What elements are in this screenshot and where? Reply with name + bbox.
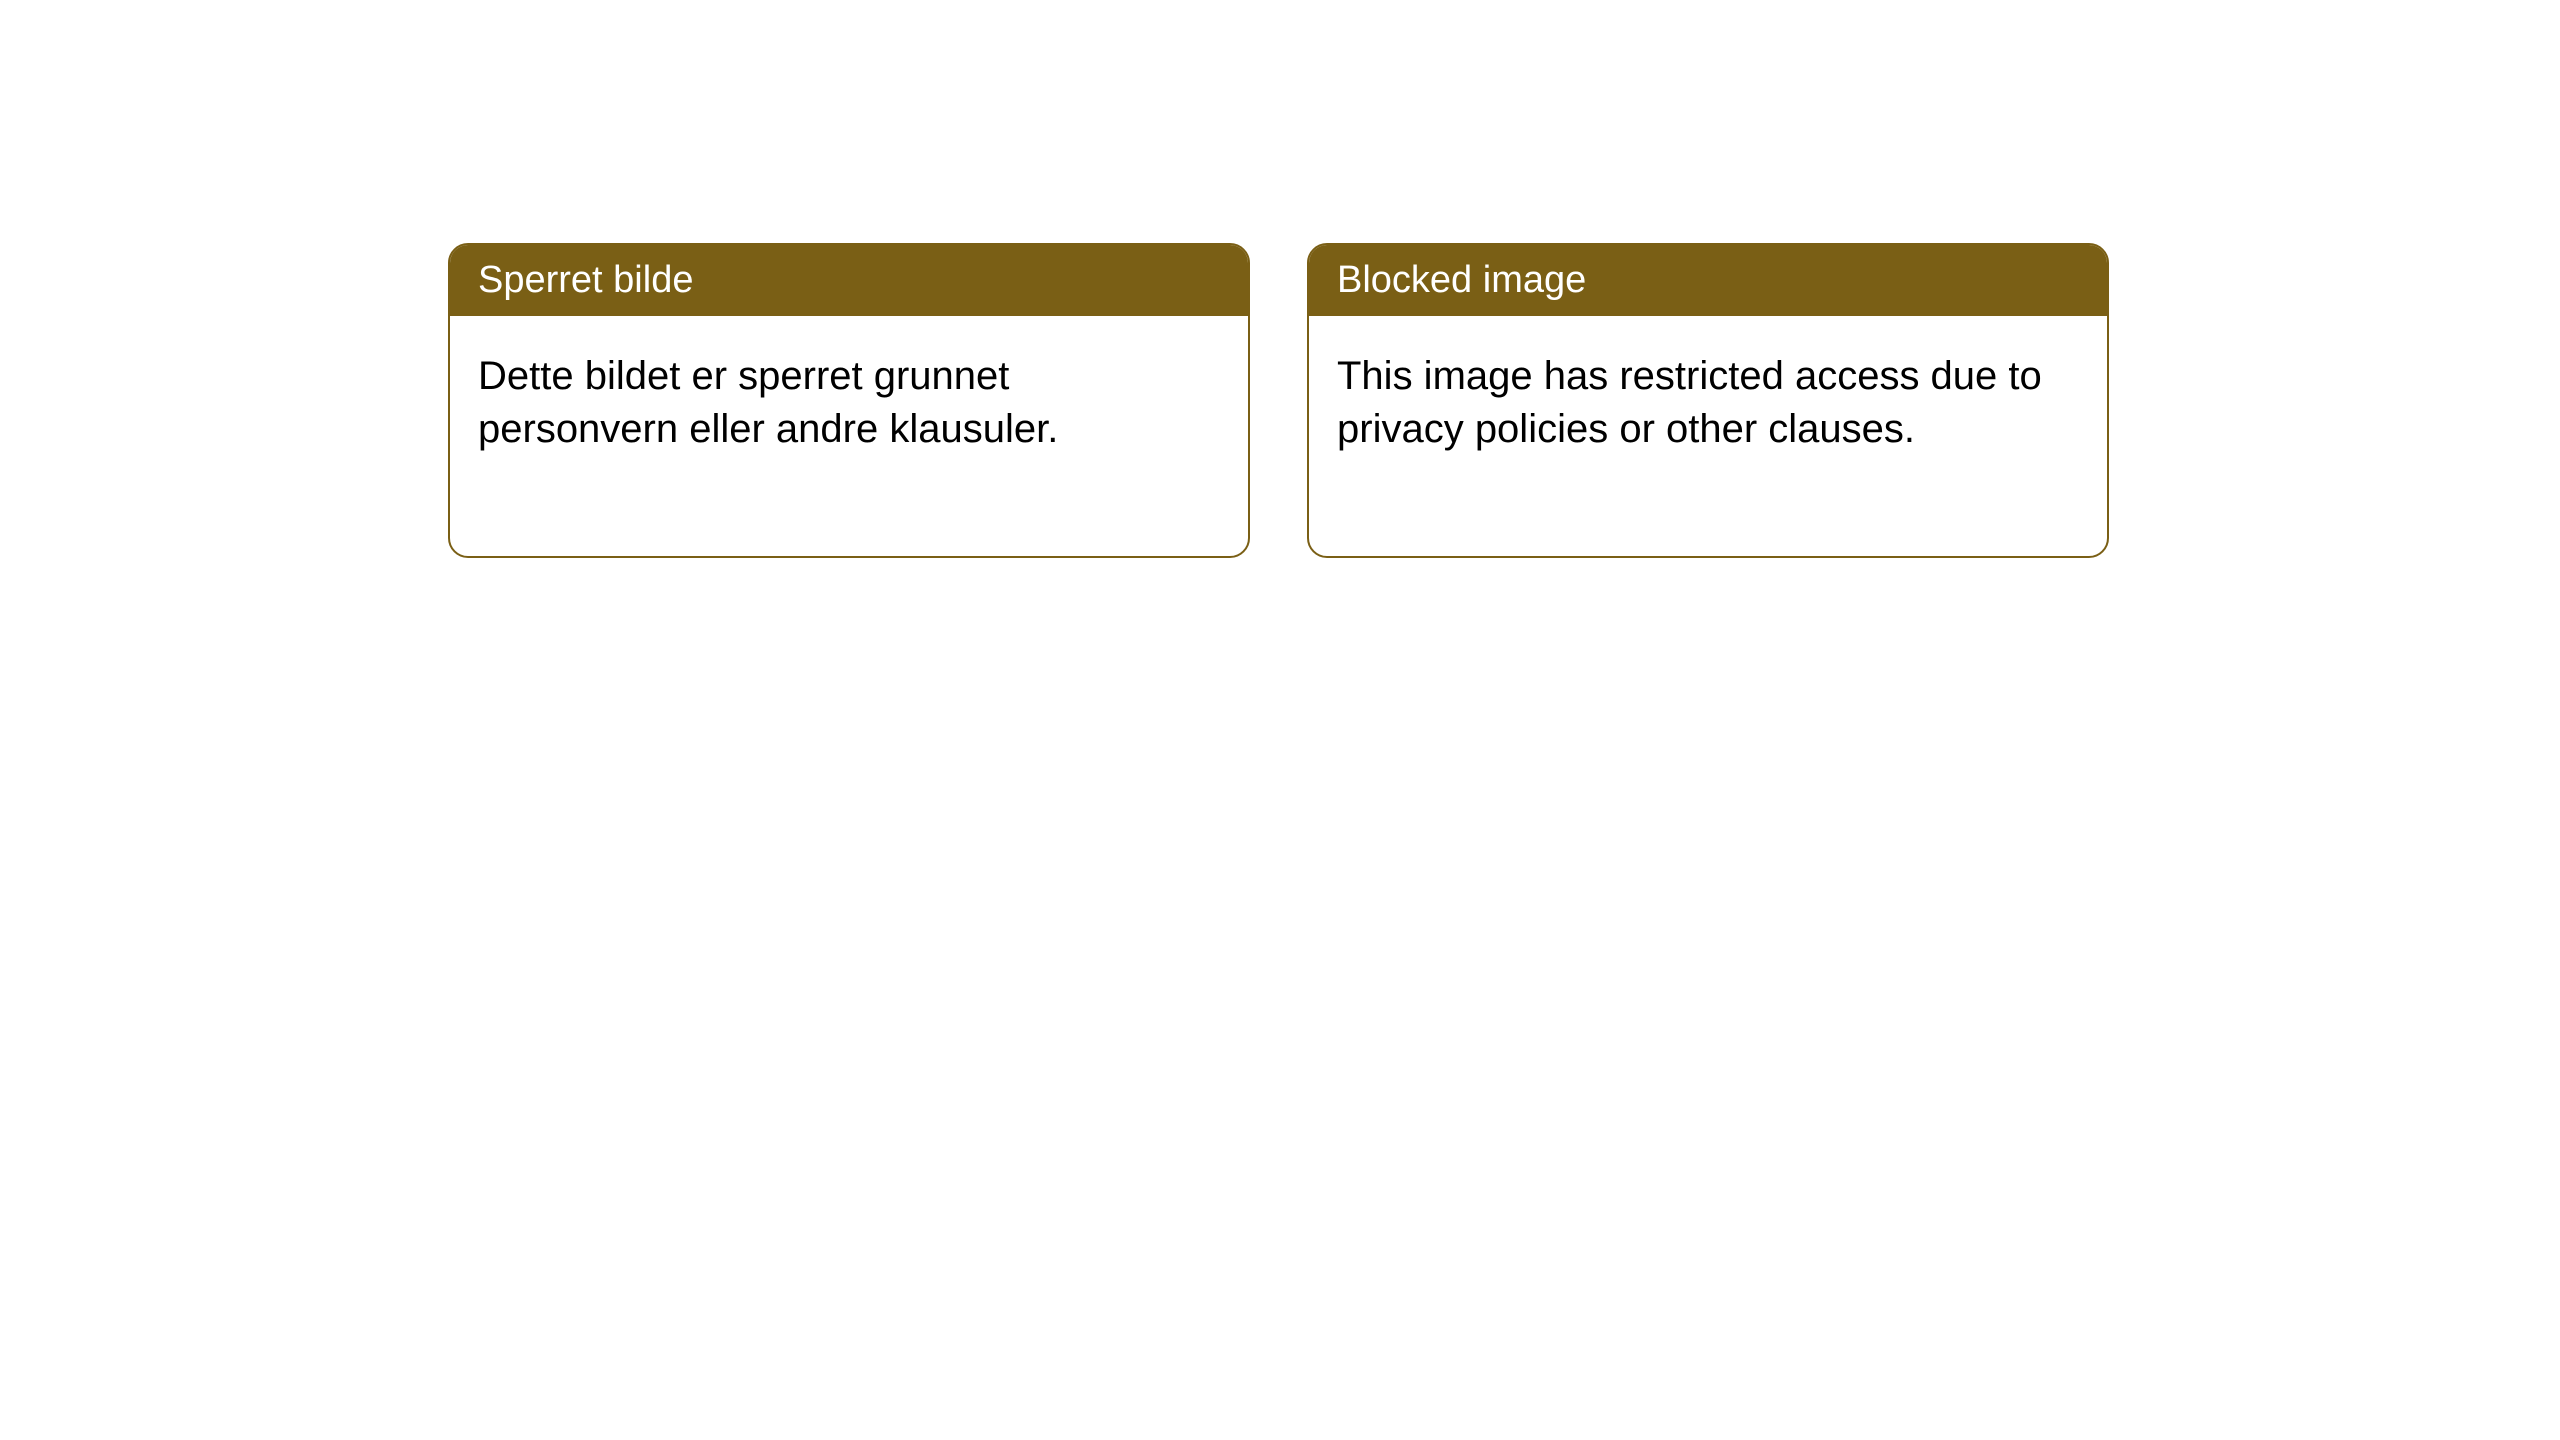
panel-body-text: This image has restricted access due to …: [1337, 354, 2042, 451]
panel-header: Blocked image: [1309, 245, 2107, 316]
panel-body: Dette bildet er sperret grunnet personve…: [450, 316, 1248, 556]
panel-body: This image has restricted access due to …: [1309, 316, 2107, 556]
notice-panels-container: Sperret bilde Dette bildet er sperret gr…: [448, 243, 2109, 558]
panel-title: Sperret bilde: [478, 259, 693, 301]
notice-panel-english: Blocked image This image has restricted …: [1307, 243, 2109, 558]
panel-body-text: Dette bildet er sperret grunnet personve…: [478, 354, 1058, 451]
panel-header: Sperret bilde: [450, 245, 1248, 316]
panel-title: Blocked image: [1337, 259, 1586, 301]
notice-panel-norwegian: Sperret bilde Dette bildet er sperret gr…: [448, 243, 1250, 558]
